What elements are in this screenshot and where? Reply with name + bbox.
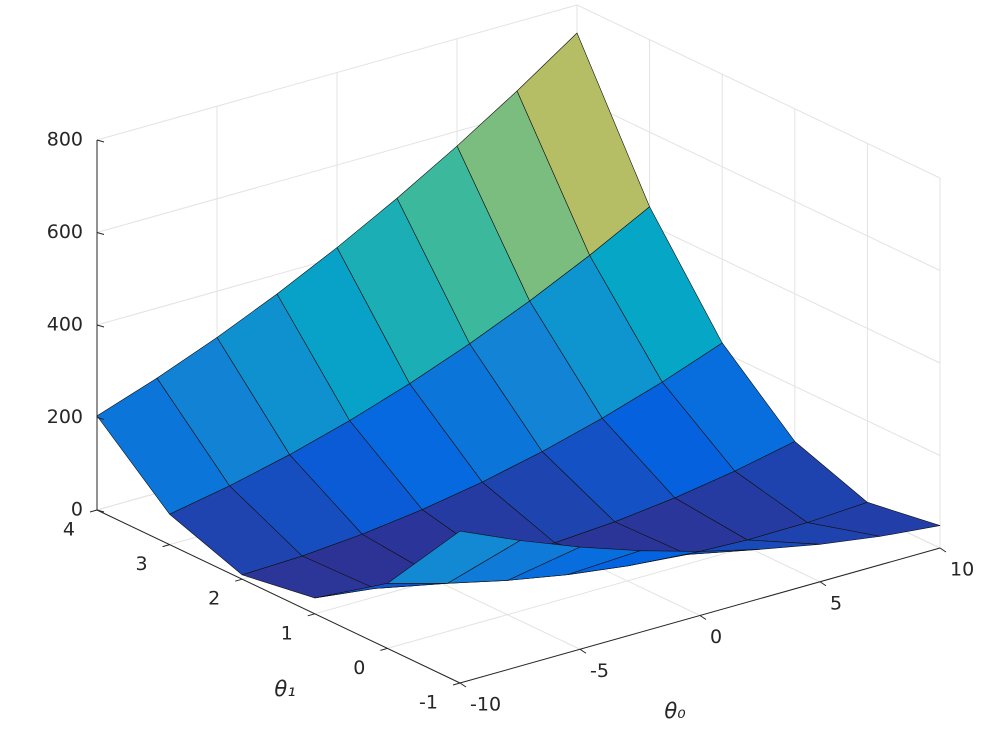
surface — [96, 32, 941, 599]
z-tick-label: 800 — [47, 129, 83, 151]
grid-line — [576, 4, 941, 179]
grid-line — [96, 4, 578, 141]
z-tick-label: 600 — [47, 221, 83, 243]
x-tick-label: 0 — [710, 626, 722, 648]
y-tick-label: 2 — [208, 588, 220, 610]
tick-mark — [96, 139, 105, 143]
tick-mark — [819, 581, 827, 587]
tick-mark — [96, 232, 105, 235]
tick-mark — [459, 682, 467, 688]
z-tick-label: 400 — [47, 314, 83, 336]
tick-mark — [939, 547, 947, 553]
y-axis-label: θ₁ — [274, 677, 295, 701]
tick-mark — [89, 509, 98, 513]
tick-mark — [699, 615, 707, 620]
z-tick-label: 0 — [71, 499, 83, 521]
grid-line — [576, 97, 941, 271]
tick-mark — [96, 324, 105, 328]
tick-mark — [579, 648, 587, 654]
tick-mark — [96, 509, 105, 513]
tick-mark — [96, 417, 105, 420]
y-tick-label: 0 — [353, 657, 365, 679]
tick-mark — [235, 578, 243, 582]
x-tick-label: 5 — [830, 592, 842, 614]
tick-mark — [162, 544, 170, 548]
z-tick-label: 200 — [47, 406, 83, 428]
y-axis — [96, 509, 461, 684]
tick-mark — [380, 647, 388, 651]
y-tick-label: -1 — [419, 692, 438, 714]
x-axis-label: θ₀ — [664, 699, 686, 723]
y-tick-label: 4 — [63, 519, 75, 541]
tick-mark — [452, 682, 461, 686]
y-tick-label: 1 — [281, 622, 293, 644]
surface-patch — [387, 530, 521, 584]
x-tick-label: 10 — [950, 559, 974, 581]
x-tick-label: -5 — [590, 660, 609, 682]
tick-mark — [307, 613, 315, 617]
y-tick-label: 3 — [136, 553, 148, 575]
x-tick-label: -10 — [470, 694, 501, 716]
